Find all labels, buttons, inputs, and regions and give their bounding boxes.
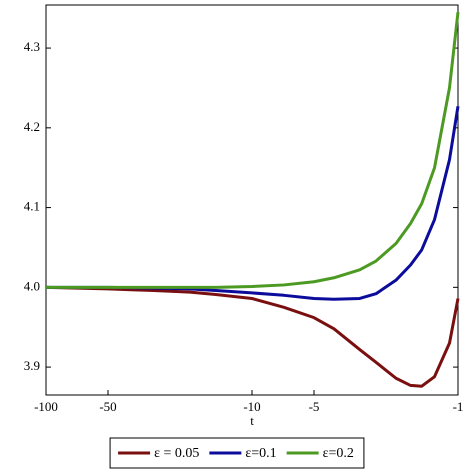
legend: ε = 0.05 ε=0.1 ε=0.2 (109, 437, 365, 469)
y-tick-label: 4.1 (24, 199, 40, 214)
legend-label: ε=0.1 (245, 446, 276, 461)
line-series (46, 12, 460, 289)
line-series (46, 106, 460, 301)
legend-label: ε=0.2 (323, 446, 354, 461)
y-tick-label: 4.2 (24, 119, 40, 134)
line-series (45, 285, 460, 388)
plot-frame (45, 4, 459, 396)
x-tick-label: -10 (243, 399, 260, 414)
x-tick-label: -5 (309, 399, 320, 414)
x-tick-label: -50 (99, 399, 116, 414)
y-tick-label: 3.9 (24, 358, 40, 373)
x-tick-label: -100 (34, 399, 58, 414)
y-tick-label: 4.0 (24, 278, 40, 293)
x-tick-label: -1 (453, 399, 464, 414)
legend-label: ε = 0.05 (154, 446, 199, 461)
y-tick-label: 4.3 (24, 39, 40, 54)
x-axis-label: t (250, 413, 254, 428)
